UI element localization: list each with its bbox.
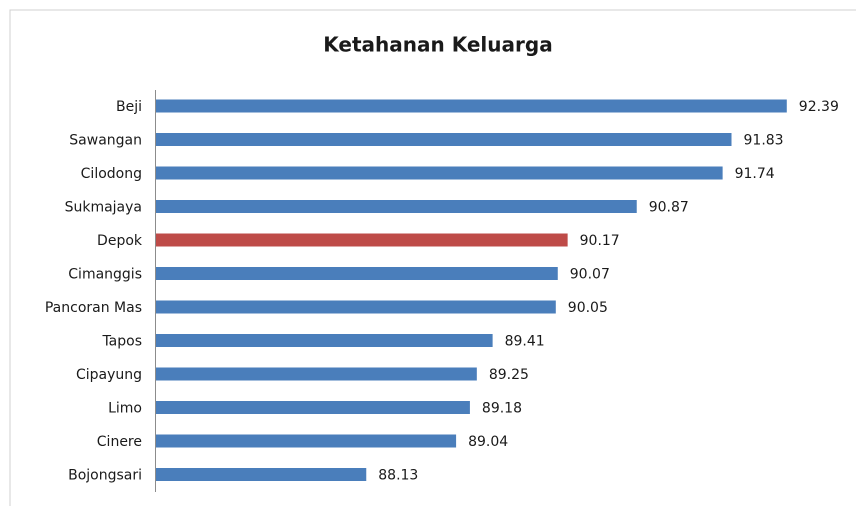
value-label: 88.13 [378,468,418,484]
bar [156,367,477,381]
bar [156,166,723,180]
bar [156,233,568,247]
bar [156,200,637,213]
value-label: 90.17 [580,233,620,249]
category-label: Pancoran Mas [45,300,142,316]
chart-title: Ketahanan Keluarga [323,33,552,57]
category-label: Beji [116,99,142,115]
bar [156,334,493,347]
value-label: 90.07 [570,267,610,283]
category-label: Tapos [101,334,142,350]
bar [156,300,556,314]
bar [156,133,732,146]
value-label: 89.25 [489,367,529,383]
value-label: 91.83 [744,133,784,149]
chart-frame [9,9,856,506]
bar [156,434,457,448]
category-label: Limo [108,401,142,417]
category-label: Depok [97,233,143,249]
category-label: Bojongsari [68,468,142,484]
bar [156,99,787,113]
value-label: 90.05 [568,300,608,316]
category-label: Cilodong [81,166,142,182]
category-label: Cipayung [76,367,142,383]
value-label: 89.41 [505,334,545,350]
value-label: 91.74 [735,166,775,182]
bar [156,468,367,481]
bar [156,401,470,414]
value-label: 92.39 [799,99,839,115]
category-label: Cimanggis [68,267,142,283]
category-label: Sukmajaya [65,200,142,216]
value-label: 89.04 [468,434,508,450]
category-label: Cinere [97,434,142,450]
value-label: 90.87 [649,200,689,216]
bar [156,267,558,280]
category-label: Sawangan [69,133,142,149]
value-label: 89.18 [482,401,522,417]
